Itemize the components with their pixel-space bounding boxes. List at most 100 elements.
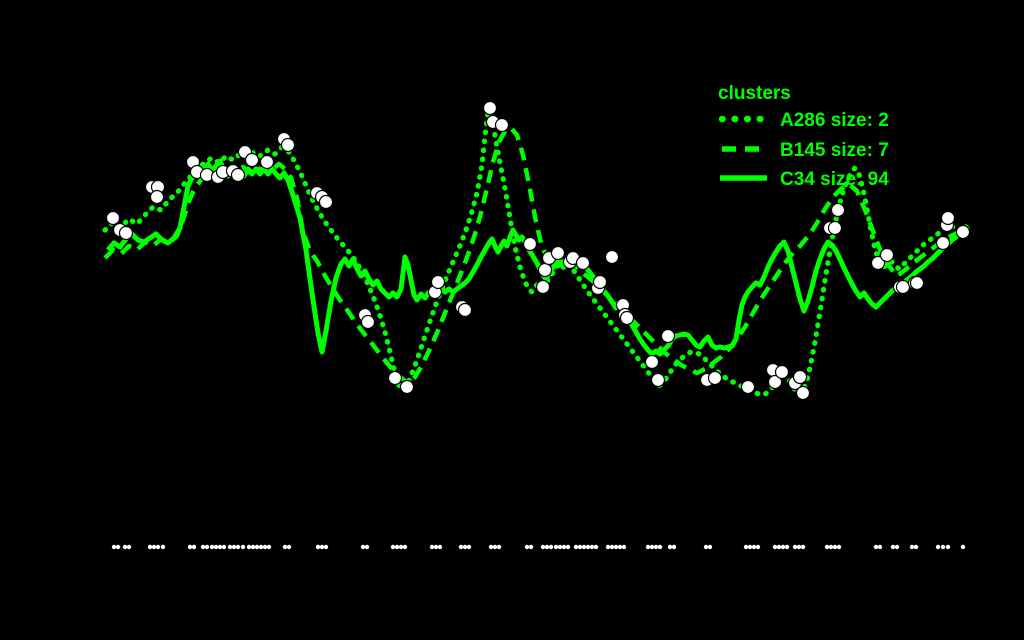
rug-point xyxy=(319,544,325,550)
rug-point xyxy=(703,544,709,550)
rug-point xyxy=(621,544,627,550)
rug-point xyxy=(577,544,583,550)
rug-point xyxy=(581,544,587,550)
rug-point xyxy=(751,544,757,550)
rug-point xyxy=(743,544,749,550)
data-point xyxy=(619,310,635,326)
rug-point xyxy=(792,544,798,550)
rug-point xyxy=(873,544,879,550)
data-point xyxy=(592,274,608,290)
rug-point xyxy=(617,544,623,550)
rug-point xyxy=(147,544,153,550)
rug-point xyxy=(800,544,806,550)
rug-point xyxy=(213,544,219,550)
data-point xyxy=(280,137,296,153)
data-point xyxy=(244,152,260,168)
rug-point xyxy=(890,544,896,550)
data-point xyxy=(650,372,666,388)
data-point xyxy=(940,210,956,226)
rug-point xyxy=(832,544,838,550)
rug-point xyxy=(780,544,786,550)
data-point xyxy=(909,275,925,291)
rug-point xyxy=(262,544,268,550)
rug-point xyxy=(200,544,206,550)
rug-point xyxy=(553,544,559,550)
data-point xyxy=(550,245,566,261)
rug-point xyxy=(544,544,550,550)
rug-point xyxy=(671,544,677,550)
rug-point xyxy=(747,544,753,550)
rug-point xyxy=(323,544,329,550)
data-point xyxy=(522,236,538,252)
rug-point xyxy=(364,544,370,550)
rug-point xyxy=(126,544,132,550)
rug-point xyxy=(402,544,408,550)
rug-point xyxy=(909,544,915,550)
data-point xyxy=(795,385,811,401)
rug-point xyxy=(266,544,272,550)
data-point xyxy=(575,255,591,271)
legend-label-c34: C34 size: 94 xyxy=(780,169,889,190)
rug-point xyxy=(824,544,830,550)
data-point xyxy=(457,302,473,318)
rug-point xyxy=(488,544,494,550)
data-point xyxy=(387,370,403,386)
rug-point xyxy=(496,544,502,550)
rug-point xyxy=(235,544,241,550)
data-point xyxy=(318,194,334,210)
rug-point xyxy=(160,544,166,550)
rug-point xyxy=(191,544,197,550)
rug-point xyxy=(151,544,157,550)
rug-point xyxy=(390,544,396,550)
rug-point xyxy=(877,544,883,550)
rug-point xyxy=(221,544,227,550)
data-point xyxy=(740,379,756,395)
data-point xyxy=(870,255,886,271)
data-point xyxy=(360,314,376,330)
rug-point xyxy=(398,544,404,550)
rug-point xyxy=(945,544,951,550)
data-point xyxy=(430,274,446,290)
legend-label-a286: A286 size: 2 xyxy=(780,110,889,131)
data-point xyxy=(935,235,951,251)
rug-point xyxy=(573,544,579,550)
data-point xyxy=(118,225,134,241)
data-point xyxy=(767,374,783,390)
rug-point xyxy=(784,544,790,550)
rug-point xyxy=(605,544,611,550)
legend: clusters A286 size: 2 B145 size: 7 C34 s… xyxy=(718,83,889,190)
rug-point xyxy=(254,544,260,550)
rug-point xyxy=(187,544,193,550)
rug-point xyxy=(707,544,713,550)
rug-point xyxy=(394,544,400,550)
rug-point xyxy=(122,544,128,550)
rug-point xyxy=(645,544,651,550)
data-points xyxy=(105,100,971,401)
rug-point xyxy=(433,544,439,550)
rug-point xyxy=(540,544,546,550)
rug-point xyxy=(286,544,292,550)
rug-point xyxy=(250,544,256,550)
rug-point xyxy=(429,544,435,550)
data-point xyxy=(879,247,895,263)
rug-point xyxy=(940,544,946,550)
rug-point xyxy=(913,544,919,550)
rug-point xyxy=(437,544,443,550)
data-point xyxy=(399,379,415,395)
rug-point xyxy=(935,544,941,550)
rug-point xyxy=(657,544,663,550)
rug-point xyxy=(557,544,563,550)
rug-point xyxy=(240,544,246,550)
data-point xyxy=(105,210,121,226)
rug-point xyxy=(315,544,321,550)
rug-point xyxy=(828,544,834,550)
rug-point xyxy=(585,544,591,550)
data-point xyxy=(830,202,846,218)
rug-point xyxy=(115,544,121,550)
rug-point xyxy=(609,544,615,550)
rug-point xyxy=(653,544,659,550)
rug-point xyxy=(217,544,223,550)
